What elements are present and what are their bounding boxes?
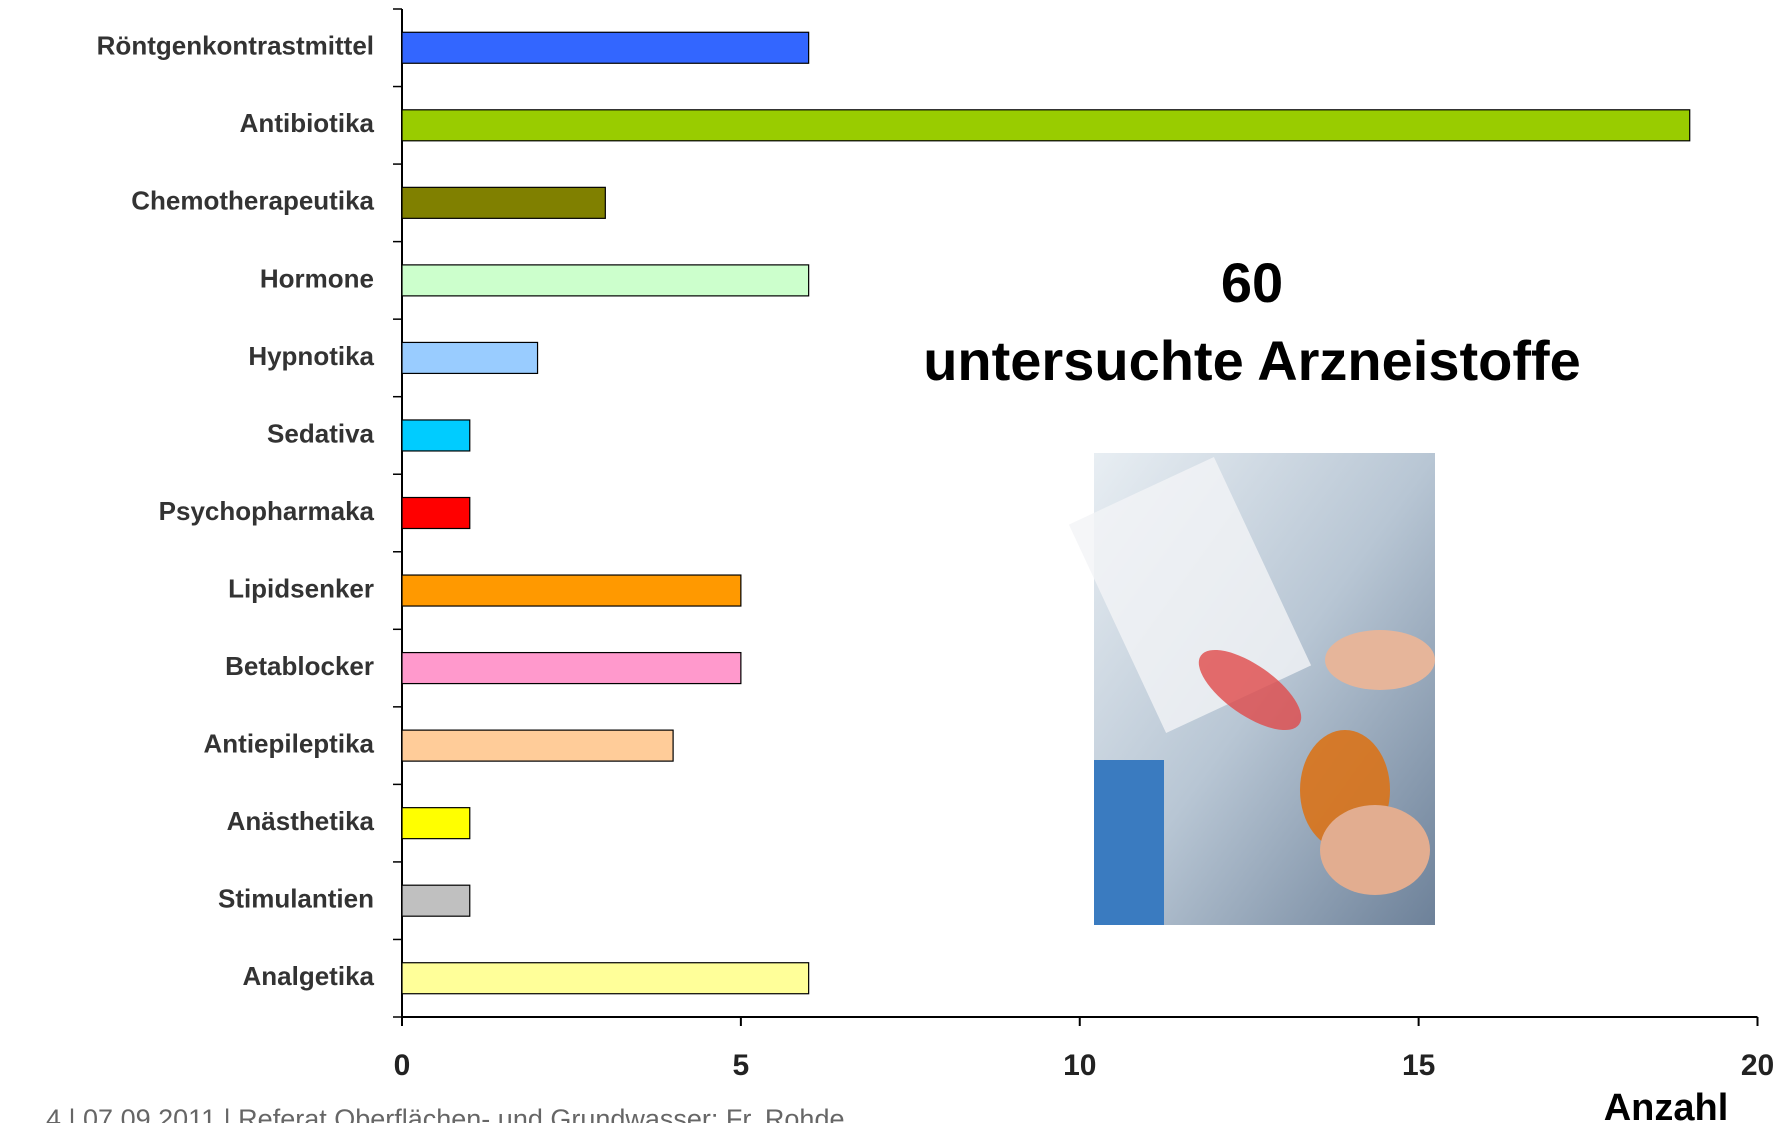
annotation: untersuchte Arzneistoffe — [923, 329, 1581, 392]
chart: 60 untersuchte Arzneistoffe Anzahl 4 | 0… — [0, 0, 1792, 1123]
bar — [402, 187, 605, 218]
photo — [1069, 453, 1435, 925]
bar — [402, 342, 538, 373]
x-axis-label: Anzahl — [1604, 1087, 1729, 1123]
y-tick-label: Stimulantien — [218, 884, 374, 914]
y-tick-label: Hormone — [260, 263, 374, 293]
x-tick-label: 0 — [394, 1049, 411, 1082]
x-tick-label: 5 — [733, 1049, 750, 1082]
bar — [402, 808, 470, 839]
y-tick-label: Sedativa — [267, 418, 374, 448]
bar — [402, 32, 809, 63]
y-tick-label: Analgetika — [243, 961, 375, 991]
y-tick-label: Röntgenkontrastmittel — [97, 31, 374, 61]
bar — [402, 498, 470, 529]
bar — [402, 110, 1690, 141]
bar — [402, 420, 470, 451]
bar — [402, 265, 809, 296]
bar — [402, 730, 673, 761]
x-tick-label: 10 — [1063, 1049, 1096, 1082]
bar — [402, 575, 741, 606]
y-tick-label: Anästhetika — [227, 806, 375, 836]
y-tick-label: Antibiotika — [240, 108, 375, 138]
x-tick-label: 15 — [1402, 1049, 1435, 1082]
y-tick-label: Chemotherapeutika — [131, 186, 374, 216]
annotation: 60 — [1221, 251, 1283, 314]
y-tick-label: Hypnotika — [248, 341, 374, 371]
y-tick-label: Betablocker — [225, 651, 374, 681]
page: 60 untersuchte Arzneistoffe Anzahl 4 | 0… — [0, 0, 1792, 1123]
y-tick-label: Psychopharmaka — [159, 496, 375, 526]
bar — [402, 963, 809, 994]
x-tick-label: 20 — [1741, 1049, 1774, 1082]
bar — [402, 653, 741, 684]
footer: 4 | 07.09.2011 | Referat Oberflächen- un… — [46, 1104, 844, 1123]
bar — [402, 885, 470, 916]
y-tick-label: Lipidsenker — [228, 573, 374, 603]
y-tick-label: Antiepileptika — [204, 728, 375, 758]
